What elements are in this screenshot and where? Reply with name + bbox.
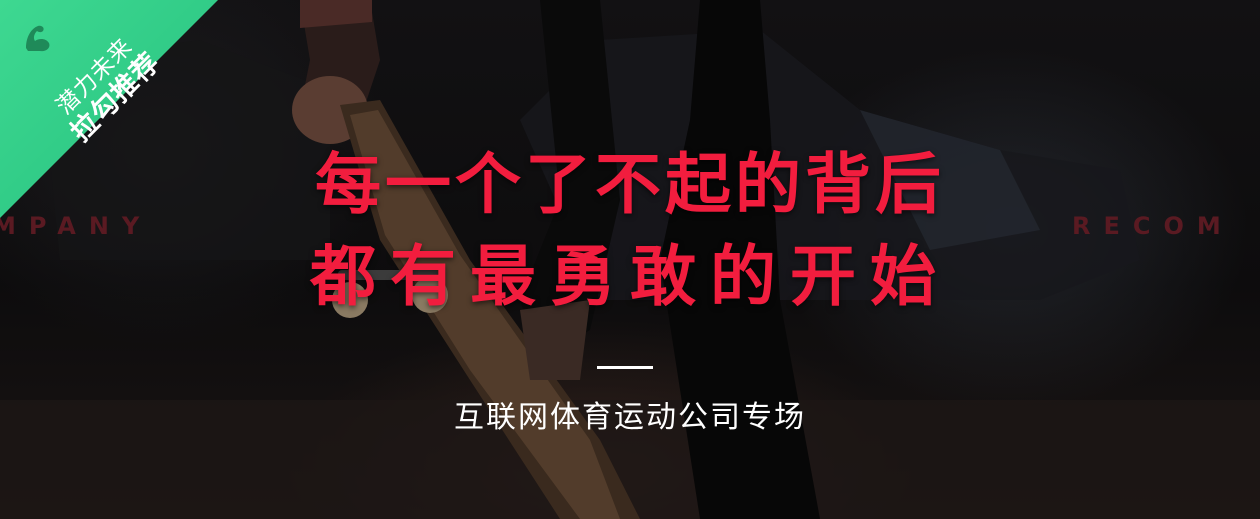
subtitle: 互联网体育运动公司专场	[454, 400, 806, 435]
headline: 每一个了不起的背后 都有最勇敢的开始	[0, 138, 1260, 322]
headline-line1: 每一个了不起的背后	[315, 145, 945, 223]
divider	[597, 366, 653, 369]
side-watermark-right: RECOM	[1072, 212, 1234, 240]
recommend-corner-badge: 潜力未来 拉勾推荐	[0, 0, 230, 230]
headline-line2: 都有最勇敢的开始	[310, 237, 950, 315]
flexed-arm-icon	[26, 25, 50, 52]
side-watermark-left: MPANY	[0, 212, 153, 240]
